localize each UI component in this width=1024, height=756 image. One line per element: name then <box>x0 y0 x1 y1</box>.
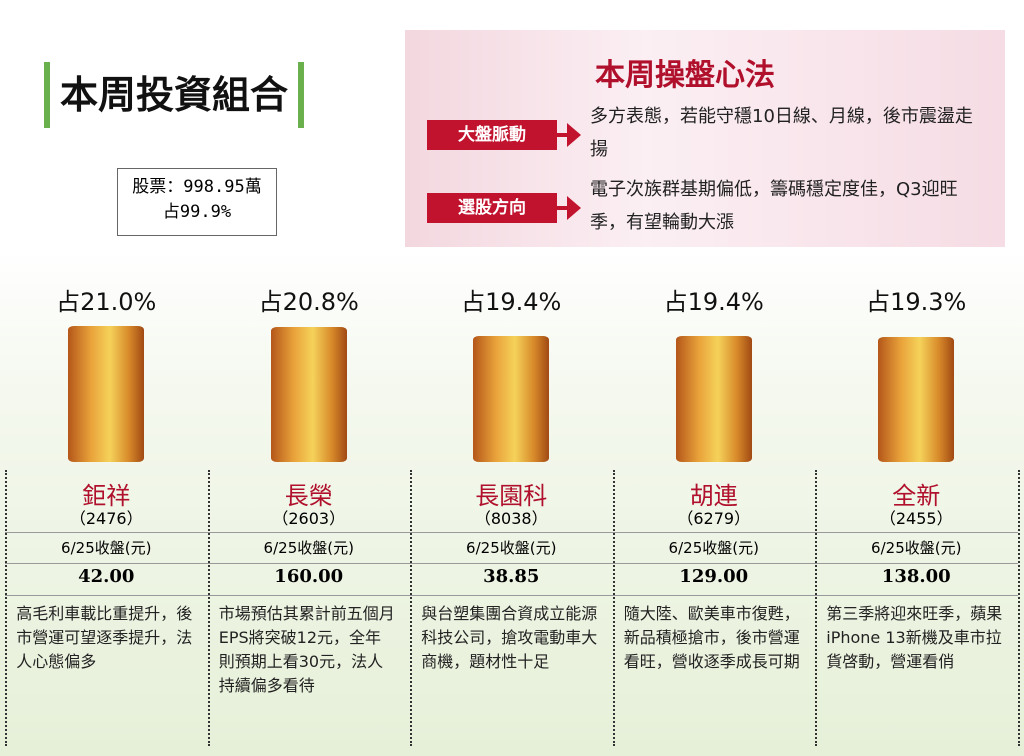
stock-name: 鉅祥 <box>82 482 131 510</box>
column-separator <box>612 470 615 746</box>
value-label: 占21.0% <box>56 288 157 316</box>
stock-code: （8038） <box>474 509 548 528</box>
stock-code: （2455） <box>879 509 953 528</box>
bar <box>878 336 955 462</box>
bar <box>270 326 347 462</box>
close-price: 38.85 <box>483 566 540 587</box>
row-line <box>5 532 1018 533</box>
tip-text: 多方表態，若能守穩10日線、月線，後市震盪走揚 <box>590 106 973 160</box>
close-price: 138.00 <box>881 566 951 587</box>
stock-box: 股票：998.95萬 占99.9% <box>117 168 277 236</box>
stock-line: 占99.9% <box>162 202 232 222</box>
arrow <box>567 196 581 220</box>
close-price: 160.00 <box>274 566 344 587</box>
arrow <box>567 123 581 147</box>
column-separator <box>207 470 210 746</box>
value-label: 占19.4% <box>461 288 562 316</box>
stock-code: （2476） <box>69 509 143 528</box>
stock-name: 胡連 <box>689 482 738 510</box>
tip-label: 大盤脈動 <box>427 120 557 150</box>
bar <box>68 325 145 462</box>
bar <box>675 335 752 462</box>
row-line <box>5 563 1018 564</box>
close-label: 6/25收盤(元) <box>263 539 354 557</box>
close-price: 129.00 <box>679 566 749 587</box>
arrow <box>557 133 571 137</box>
bar <box>473 335 550 462</box>
stock-name: 長榮 <box>284 482 333 510</box>
close-label: 6/25收盤(元) <box>668 539 759 557</box>
stock-name: 長園科 <box>475 482 548 510</box>
value-label: 占19.4% <box>663 288 764 316</box>
tips-panel: 本周操盤心法 大盤脈動 多方表態，若能守穩10日線、月線，後市震盪走揚 選股方向… <box>405 30 1005 247</box>
arrow <box>557 206 571 210</box>
note: 第三季將迎來旺季，蘋果iPhone 13新機及車市拉貨啓動，營運看俏 <box>826 604 1003 671</box>
column-separator <box>1017 470 1020 746</box>
stock-code: （6279） <box>677 509 751 528</box>
close-label: 6/25收盤(元) <box>466 539 557 557</box>
note: 市場預估其累計前五個月EPS將突破12元，全年則預期上看30元，法人持續偏多看待 <box>218 604 395 695</box>
column-separator <box>410 470 412 746</box>
value-label: 占20.8% <box>258 288 359 316</box>
value-label: 占19.3% <box>866 288 967 316</box>
row-line <box>5 595 1018 596</box>
tip-text: 電子次族群基期偏低，籌碼穩定度佳，Q3迎旺季，有望輪動大漲 <box>590 179 958 233</box>
stock-name: 全新 <box>892 482 941 510</box>
column-separator <box>5 470 7 746</box>
stock-line: 股票：998.95萬 <box>132 177 262 197</box>
stock-code: （2603） <box>272 509 346 528</box>
note: 與台塑集團合資成立能源科技公司，搶攻電動車大商機，題材性十足 <box>421 604 598 671</box>
tips-title: 本周操盤心法 <box>595 58 775 93</box>
title: 本周投資組合 <box>44 62 305 128</box>
tip-label: 選股方向 <box>427 193 557 223</box>
note: 高毛利車載比重提升，後市營運可望逐季提升，法人心態偏多 <box>16 604 193 671</box>
close-label: 6/25收盤(元) <box>61 539 152 557</box>
close-label: 6/25收盤(元) <box>871 539 962 557</box>
close-price: 42.00 <box>78 566 135 587</box>
column-separator <box>815 470 817 746</box>
note: 隨大陸、歐美車市復甦，新品積極搶市，後市營運看旺，營收逐季成長可期 <box>623 604 800 671</box>
